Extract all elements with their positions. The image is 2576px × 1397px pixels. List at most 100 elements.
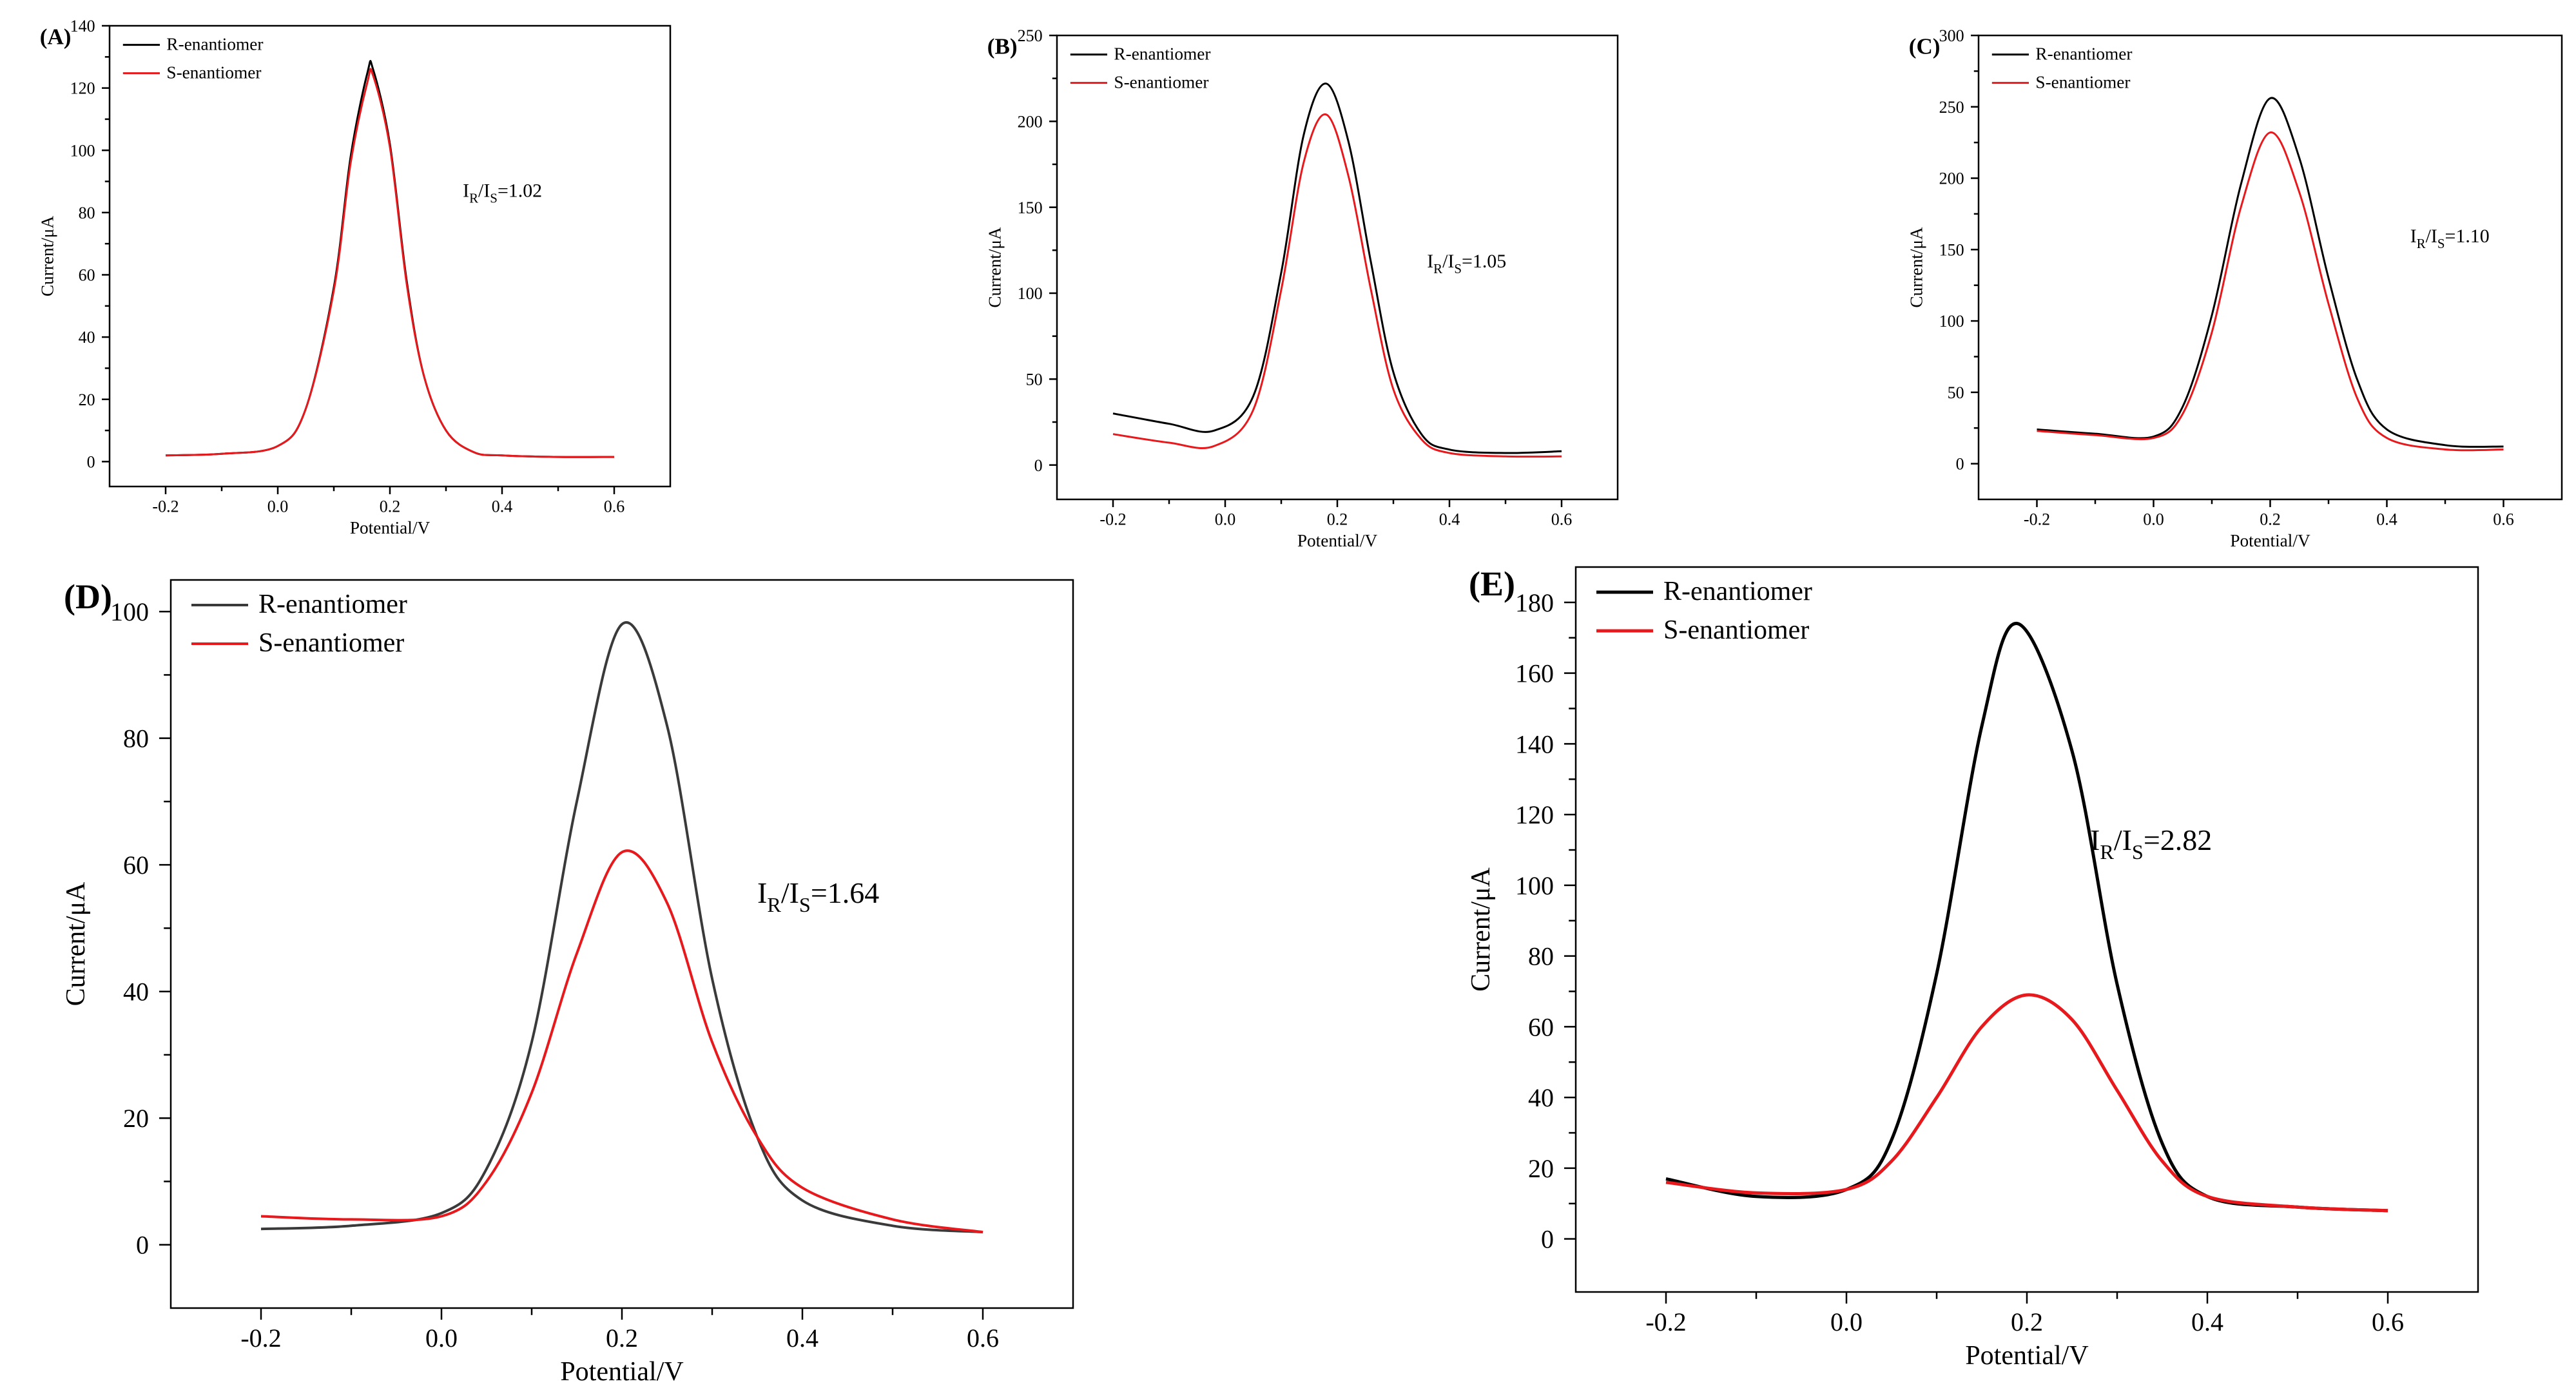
x-axis-label: Potential/V [560, 1357, 683, 1387]
x-tick-label: 0.6 [2493, 510, 2514, 528]
panel-label: (A) [40, 24, 72, 50]
x-tick-label: 0.4 [2191, 1307, 2223, 1336]
legend-label: R-enantiomer [1114, 44, 1210, 63]
y-tick-label: 60 [79, 266, 95, 285]
y-tick-label: 60 [123, 851, 149, 880]
x-tick-label: -0.2 [240, 1324, 281, 1353]
ratio-base: I [2090, 824, 2100, 856]
panel-label: (D) [64, 577, 112, 616]
ratio-annotation: IR/IS=1.64 [757, 876, 879, 916]
series-line-r [260, 621, 983, 1234]
x-tick-label: 0.0 [2143, 510, 2164, 528]
panel-a: -0.2 0.0 0.2 0.4 0.6 0 20 40 60 80 100 120 140 Potent… [38, 17, 672, 537]
ratio-sub2: S [2437, 236, 2445, 251]
x-tick-label: 0.4 [786, 1324, 818, 1353]
y-tick-label: 120 [70, 79, 95, 98]
x-tick-label: 0.6 [604, 497, 625, 515]
x-tick-label: 0.6 [967, 1324, 999, 1353]
ratio-sub2: S [799, 893, 811, 916]
y-tick-label: 100 [1939, 312, 1964, 331]
panel-label: (E) [1469, 564, 1515, 603]
ratio-value: =1.64 [811, 876, 879, 909]
y-tick-label: 50 [1026, 370, 1043, 389]
y-tick-label: 140 [1515, 729, 1554, 758]
y-tick-label: 40 [79, 328, 95, 347]
y-tick-label: 300 [1939, 26, 1964, 45]
x-axis-label: Potential/V [1965, 1341, 2088, 1371]
series-line-s [2037, 131, 2504, 452]
ratio-base: I [463, 180, 469, 202]
y-tick-label: 20 [123, 1104, 149, 1133]
y-tick-label: 40 [123, 978, 149, 1007]
y-tick-label: 140 [70, 17, 95, 35]
ratio-mid: /I [2426, 226, 2437, 247]
series-line-r [1112, 82, 1562, 454]
y-axis-label: Current/μA [985, 227, 1005, 308]
y-tick-label: 80 [1528, 942, 1554, 971]
y-tick-label: 200 [1939, 169, 1964, 188]
x-tick-label: -0.2 [152, 497, 179, 515]
x-axis-label: Potential/V [1297, 531, 1378, 550]
x-tick-label: 0.4 [492, 497, 513, 515]
series-line-r [2037, 97, 2504, 448]
y-tick-label: 0 [136, 1231, 149, 1260]
panel-c: -0.2 0.0 0.2 0.4 0.6 0 50 100 150 200 250 300 Potent… [1907, 26, 2563, 550]
y-tick-label: 80 [79, 204, 95, 222]
y-tick-label: 120 [1515, 800, 1554, 829]
series-line-r [165, 60, 615, 458]
y-tick-label: 0 [1034, 456, 1043, 475]
x-tick-label: 0.6 [1551, 510, 1573, 528]
y-tick-label: 80 [123, 724, 149, 753]
y-tick-label: 100 [70, 141, 95, 160]
x-tick-label: 0.0 [1830, 1307, 1863, 1336]
x-tick-label: 0.2 [606, 1324, 638, 1353]
y-tick-label: 250 [1939, 98, 1964, 117]
y-tick-label: 20 [1528, 1154, 1554, 1183]
y-tick-label: 150 [1018, 198, 1043, 217]
ratio-annotation: IR/IS=1.10 [2410, 226, 2490, 251]
panel-d: -0.2 0.0 0.2 0.4 0.6 0 20 40 60 80 100 Potential/V C… [61, 577, 1074, 1387]
ratio-sub2: S [490, 191, 498, 206]
ratio-sub2: S [1454, 261, 1462, 276]
y-tick-label: 200 [1018, 112, 1043, 131]
y-axis-label: Current/μA [1907, 227, 1926, 308]
plot-frame [108, 24, 672, 488]
series-line-r [1665, 622, 2388, 1213]
legend-label: S-enantiomer [1663, 615, 1809, 645]
ratio-sub1: R [1433, 261, 1442, 276]
ratio-sub2: S [2132, 840, 2144, 863]
y-tick-label: 150 [1939, 240, 1964, 259]
x-tick-label: 0.0 [1215, 510, 1236, 528]
legend-label: S-enantiomer [2035, 72, 2130, 92]
y-axis-label: Current/μA [38, 216, 57, 297]
legend-label: R-enantiomer [258, 590, 407, 619]
x-tick-label: -0.2 [1099, 510, 1126, 528]
ratio-base: I [2410, 226, 2417, 247]
panel-e: -0.2 0.0 0.2 0.4 0.6 0 20 40 60 80 100 120 140 160 180… [1466, 564, 2479, 1371]
y-tick-label: 0 [1541, 1225, 1554, 1254]
y-axis-label: Current/μA [1466, 867, 1496, 991]
legend-label: S-enantiomer [166, 63, 261, 82]
series-line-s [1112, 113, 1562, 458]
x-axis-label: Potential/V [350, 518, 431, 537]
ratio-base: I [757, 876, 767, 909]
ratio-mid: /I [781, 876, 799, 909]
y-tick-label: 100 [1018, 284, 1043, 303]
ratio-annotation: IR/IS=1.02 [463, 180, 542, 206]
ratio-value: =2.82 [2144, 824, 2212, 856]
y-tick-label: 160 [1515, 659, 1554, 688]
series-line-s [165, 68, 615, 458]
legend-label: R-enantiomer [166, 34, 263, 53]
y-tick-label: 40 [1528, 1083, 1554, 1112]
ratio-value: =1.02 [498, 180, 542, 202]
x-tick-label: 0.2 [1327, 510, 1348, 528]
legend-label: S-enantiomer [258, 628, 404, 658]
ratio-mid: /I [1442, 251, 1454, 272]
y-tick-label: 20 [79, 390, 95, 409]
y-tick-label: 100 [110, 597, 149, 626]
y-tick-label: 0 [87, 452, 95, 471]
ratio-mid: /I [2114, 824, 2132, 856]
panel-b: -0.2 0.0 0.2 0.4 0.6 0 50 100 150 200 250 Potential… [985, 26, 1619, 550]
panel-label: (C) [1909, 34, 1941, 59]
ratio-annotation: IR/IS=1.05 [1427, 251, 1506, 276]
